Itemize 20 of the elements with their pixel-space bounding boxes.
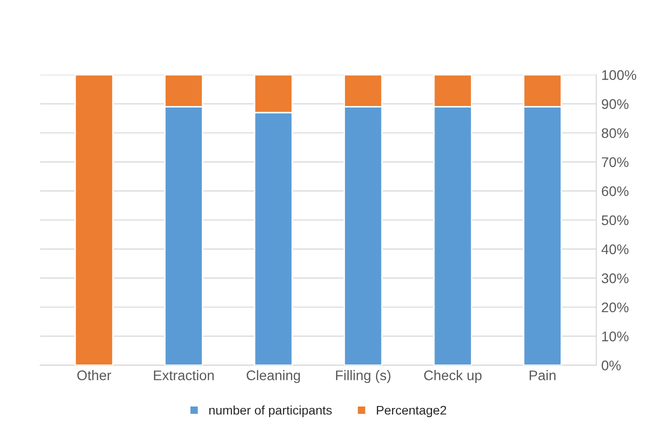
y-tick-label: 50%	[602, 215, 628, 226]
y-tick-label: 40%	[601, 244, 628, 254]
legend-label: number of participants	[209, 405, 332, 418]
x-tick-label: Check up	[424, 370, 482, 384]
x-tick-label: Filling (s)	[336, 370, 390, 384]
y-tick-label: 90%	[602, 99, 628, 110]
y-tick-label: 80%	[602, 128, 628, 138]
x-tick-label: Pain	[530, 370, 556, 380]
x-tick-label: Other	[77, 370, 112, 380]
y-tick-label: 20%	[602, 302, 628, 312]
x-tick-label: Cleaning	[246, 370, 300, 384]
y-tick-label: 60%	[602, 186, 628, 196]
y-tick-label: 0%	[602, 360, 621, 370]
y-tick-label: 100%	[602, 70, 636, 80]
legend-label: Percentage2	[376, 406, 446, 418]
y-tick-label: 30%	[602, 273, 628, 284]
y-tick-label: 70%	[602, 157, 628, 168]
x-tick-label: Extraction	[154, 370, 214, 380]
y-tick-label: 10%	[602, 331, 628, 342]
bar	[74, 74, 114, 366]
